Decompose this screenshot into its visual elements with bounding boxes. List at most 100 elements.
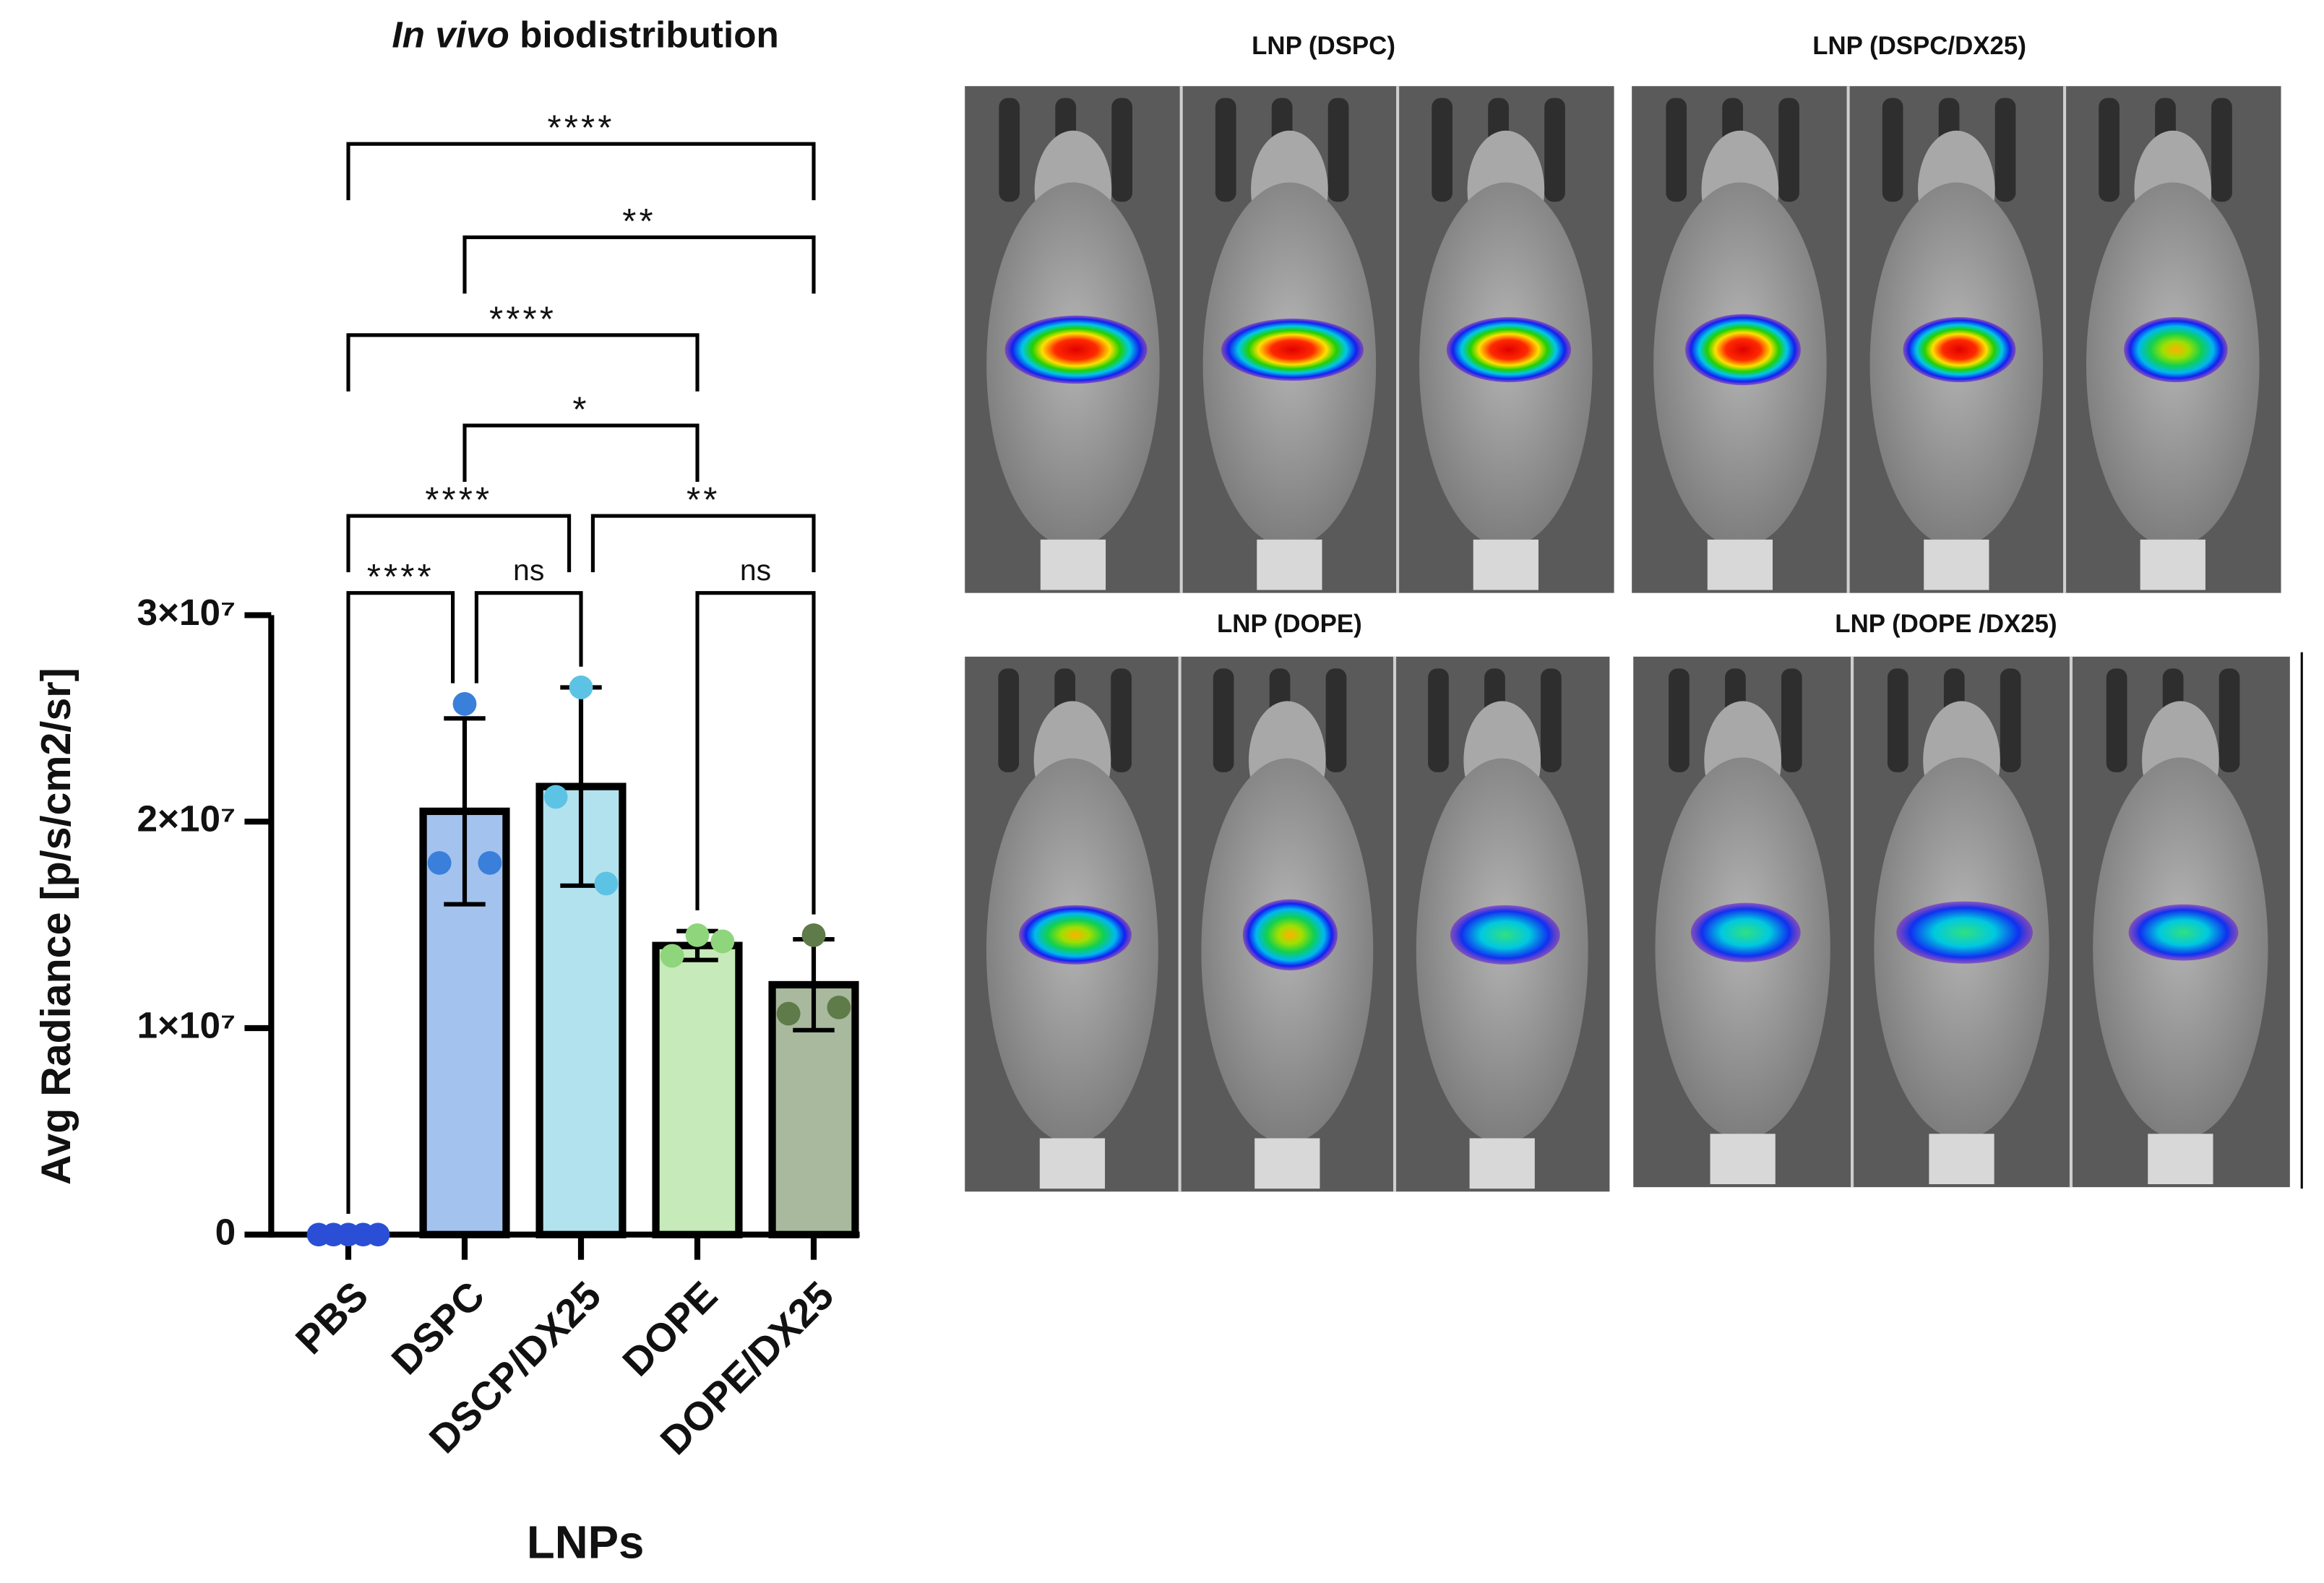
y-tick-label: 0 (215, 1211, 236, 1252)
signal-blob (1690, 902, 1801, 962)
label-tag (1469, 1138, 1535, 1189)
significance-label: ns (740, 553, 771, 587)
label-tag (1707, 539, 1773, 590)
cage-slot (1541, 668, 1562, 772)
cage-slot (1781, 668, 1802, 772)
label-tag (1254, 1138, 1320, 1189)
x-tick-label: PBS (287, 1273, 376, 1363)
significance-label: **** (425, 480, 492, 520)
significance-bracket (590, 514, 816, 572)
panel-title: LNP (DSPC) (1252, 32, 1395, 60)
x-axis-title: LNPs (527, 1517, 645, 1568)
significance-bracket (346, 514, 572, 572)
signal-blob (1221, 318, 1364, 381)
title-emphasis: In vivo (392, 14, 509, 55)
cage-slot (1669, 668, 1690, 772)
significance-label: * (572, 389, 589, 429)
x-tick-label: DSPC (383, 1273, 494, 1384)
cage-slot (1111, 668, 1132, 772)
panel-title: LNP (DSPC/DX25) (1812, 32, 2026, 60)
significance-label: ** (687, 480, 720, 520)
data-point (543, 785, 568, 809)
error-bar (444, 716, 486, 907)
cage-slot (1994, 98, 2016, 202)
x-tick-label: DOPE (614, 1273, 726, 1385)
significance-bracket (346, 591, 455, 1215)
y-axis-title: Avg Radiance [p/s/cm2/sr] (33, 668, 79, 1185)
data-point (594, 871, 619, 896)
cage-slot (999, 98, 1020, 202)
data-point (452, 691, 477, 716)
cage-slot (1213, 668, 1234, 772)
cage-slot (1327, 98, 1349, 202)
label-tag (2140, 539, 2205, 590)
title-text: biodistribution (520, 14, 779, 55)
signal-blob (1903, 316, 2016, 383)
data-point (710, 929, 735, 954)
signal-blob (1004, 315, 1148, 384)
cage-slot (1666, 98, 1687, 202)
cage-slot (1882, 98, 1903, 202)
cage-slot (2000, 668, 2021, 772)
signal-blob (2128, 904, 2239, 961)
cage-slot (1544, 98, 1565, 202)
signal-blob (1450, 905, 1560, 965)
cage-slot (1432, 98, 1452, 202)
significance-bracket (462, 235, 816, 294)
significance-bracket (462, 423, 700, 482)
cage-slot (998, 668, 1020, 772)
label-tag (1040, 539, 1106, 590)
cage-slot (1428, 668, 1449, 772)
significance-label: ns (513, 553, 544, 587)
cage-slot (1325, 668, 1347, 772)
data-point (366, 1222, 390, 1247)
panel-title: LNP (DOPE /DX25) (1835, 610, 2057, 638)
significance-label: **** (547, 108, 614, 148)
data-point (776, 1001, 801, 1026)
cage-slot (2211, 98, 2232, 202)
label-tag (1924, 539, 1989, 590)
signal-blob (1896, 901, 2033, 964)
cage-slot (1778, 98, 1799, 202)
panel-title: LNP (DOPE) (1217, 610, 1362, 638)
label-tag (1473, 539, 1538, 590)
data-point (569, 676, 593, 699)
cage-slot (1887, 668, 1908, 772)
signal-blob (1242, 899, 1338, 971)
y-tick-label: 2×10⁷ (137, 798, 236, 840)
signal-blob (1446, 316, 1572, 383)
data-point (827, 995, 851, 1019)
label-tag (1257, 539, 1322, 590)
significance-label: ** (622, 202, 656, 241)
data-point (685, 923, 710, 947)
significance-bracket (695, 591, 816, 915)
cage-slot (1215, 98, 1236, 202)
significance-bracket (474, 591, 583, 683)
label-tag (1710, 1134, 1776, 1185)
data-point (660, 944, 684, 968)
label-tag (1929, 1134, 1994, 1185)
chart-title: In vivo biodistribution (392, 14, 778, 55)
label-tag (2148, 1134, 2213, 1185)
data-point (427, 850, 452, 875)
signal-blob (2124, 316, 2228, 383)
significance-bracket (346, 333, 700, 392)
y-tick-label: 1×10⁷ (137, 1005, 236, 1046)
cage-slot (1111, 98, 1132, 202)
cage-slot (2099, 98, 2119, 202)
label-tag (1039, 1138, 1106, 1189)
image-panels: LNP (DSPC) LNP (DSPC/DX25) LNP (DOPE) LNP (… (965, 32, 2303, 1192)
data-point (478, 850, 502, 875)
cage-slot (2106, 668, 2127, 772)
data-point (801, 923, 826, 947)
significance-label: **** (489, 299, 556, 339)
y-tick-label: 3×10⁷ (137, 592, 236, 633)
signal-blob (1019, 905, 1132, 965)
bar (652, 941, 743, 1238)
significance-label: **** (367, 557, 434, 597)
significance-bracket (346, 142, 816, 201)
cage-slot (2218, 668, 2240, 772)
signal-blob (1685, 314, 1801, 386)
